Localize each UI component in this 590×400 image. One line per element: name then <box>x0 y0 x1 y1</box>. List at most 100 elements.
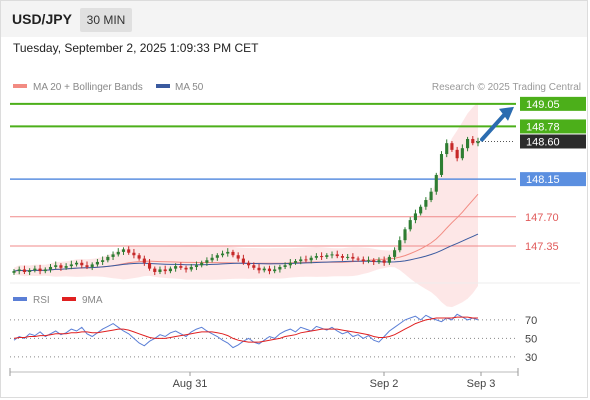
candle <box>450 143 454 150</box>
candle <box>106 256 110 261</box>
candle <box>200 262 204 266</box>
candle <box>278 266 282 270</box>
candle <box>351 256 355 259</box>
candle <box>413 213 418 221</box>
candle <box>309 257 313 261</box>
candle <box>38 268 42 272</box>
candle <box>320 256 324 258</box>
candle <box>54 265 58 267</box>
candle <box>241 258 245 263</box>
candle <box>267 268 272 272</box>
candle <box>90 264 94 267</box>
candle <box>205 260 209 263</box>
bollinger-band <box>14 102 478 308</box>
candle <box>22 269 26 272</box>
forecast-arrow-shaft <box>480 110 508 142</box>
candle <box>445 143 449 155</box>
header-bar: USD/JPY 30 MIN <box>1 1 587 37</box>
candle <box>460 148 464 159</box>
candle <box>257 267 261 271</box>
level-label-147.35: 147.35 <box>525 241 559 253</box>
candle <box>43 269 47 272</box>
rsi-ma-legend-swatch <box>62 297 76 301</box>
candle <box>335 254 339 257</box>
candle <box>408 220 412 230</box>
candle <box>476 141 480 144</box>
candle <box>158 269 162 272</box>
attribution: Research © 2025 Trading Central <box>432 82 581 93</box>
candle <box>231 251 235 256</box>
candle <box>434 174 438 192</box>
candle <box>429 191 433 201</box>
candle <box>210 257 214 261</box>
candle <box>273 269 277 272</box>
level-tag-149.05 <box>520 96 586 111</box>
candle <box>471 138 475 144</box>
candle <box>137 255 141 259</box>
candle <box>346 256 350 258</box>
candle <box>189 266 193 270</box>
candle <box>215 255 219 258</box>
candle <box>179 266 183 268</box>
candle <box>163 269 167 272</box>
candle <box>366 260 371 262</box>
candle <box>33 268 37 271</box>
candle <box>283 265 287 267</box>
timeframe-button[interactable]: 30 MIN <box>80 8 132 32</box>
last-price-tag <box>520 134 586 149</box>
x-tick-label: Sep 3 <box>467 378 496 390</box>
level-label-149.05: 149.05 <box>526 99 560 111</box>
candle <box>387 256 391 263</box>
candle <box>101 260 105 262</box>
candle <box>12 271 16 273</box>
candle <box>184 267 188 270</box>
candle <box>398 240 402 251</box>
rsi-tick-label: 70 <box>525 315 537 327</box>
candle <box>132 252 136 256</box>
ma20-legend-label: MA 20 + Bollinger Bands <box>33 82 143 93</box>
candle <box>28 270 32 272</box>
candle <box>74 262 79 265</box>
rsi-tick-label: 30 <box>525 352 537 364</box>
candle <box>220 253 225 256</box>
symbol-label: USD/JPY <box>12 11 72 27</box>
candle <box>116 251 120 255</box>
candle <box>330 254 334 256</box>
candle <box>69 264 73 267</box>
candle <box>403 229 407 241</box>
level-tag-148.15 <box>520 172 586 187</box>
candle <box>372 260 376 262</box>
forecast-arrow-head <box>499 106 514 121</box>
candle <box>85 265 89 267</box>
level-label-147.70: 147.70 <box>525 212 559 224</box>
price-pane: 149.05 148.78 148.60 148.15 147.70 147.35 <box>10 96 586 308</box>
rsi-ma-line <box>13 316 478 343</box>
chart-legend: MA 20 + Bollinger Bands MA 50 Research ©… <box>13 82 581 93</box>
x-tick-label: Aug 31 <box>173 378 208 390</box>
candle <box>293 261 298 263</box>
candle <box>147 262 152 269</box>
candle <box>59 265 63 268</box>
candle <box>382 260 386 263</box>
candle <box>194 265 199 267</box>
ma50-line <box>13 233 479 272</box>
candle <box>340 256 345 258</box>
candle <box>80 262 84 266</box>
candle <box>48 266 53 270</box>
ma50-legend-swatch <box>156 84 170 88</box>
candle <box>299 259 303 262</box>
candle <box>174 266 178 269</box>
candle <box>325 255 329 257</box>
ma50-legend-label: MA 50 <box>175 82 204 93</box>
candle <box>127 249 131 253</box>
candle <box>304 259 308 261</box>
candle <box>121 249 126 252</box>
candle <box>236 255 240 259</box>
candle <box>111 254 115 257</box>
candle <box>419 206 423 214</box>
rsi-legend-label: RSI <box>33 295 50 306</box>
rsi-pane: 70 50 30 <box>10 313 537 364</box>
datetime-label: Tuesday, September 2, 2025 1:09:33 PM CE… <box>13 41 259 55</box>
